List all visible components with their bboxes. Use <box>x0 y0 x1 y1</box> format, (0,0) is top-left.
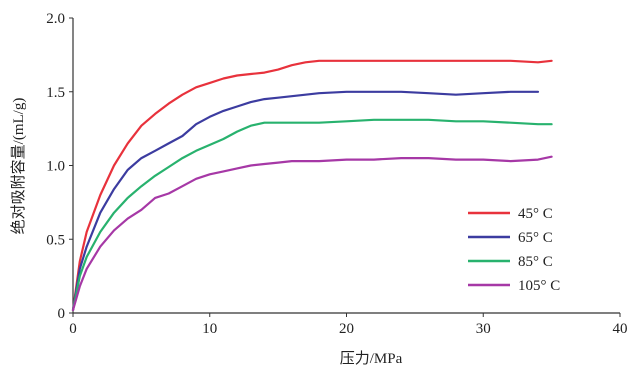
y-tick-label: 0.5 <box>46 232 65 248</box>
series-line-3 <box>71 155 553 312</box>
legend-label-2: 85° C <box>518 254 553 270</box>
y-tick-label: 1.5 <box>46 85 65 101</box>
x-tick-label: 20 <box>339 321 354 337</box>
legend-label-0: 45° C <box>518 206 553 222</box>
axes: 0 10 20 30 40 0 0.5 1.0 1.5 2.0 <box>46 11 627 337</box>
x-tick-label: 30 <box>476 321 491 337</box>
x-axis-title: 压力/MPa <box>340 350 403 367</box>
x-tick-label: 0 <box>69 321 77 337</box>
legend-label-3: 105° C <box>518 278 560 294</box>
series-line-0 <box>71 59 553 312</box>
y-tick-label: 2.0 <box>46 11 65 27</box>
series-line-1 <box>71 90 540 312</box>
legend-label-1: 65° C <box>518 230 553 246</box>
x-tick-label: 10 <box>202 321 217 337</box>
y-tick-label: 0 <box>58 306 66 322</box>
legend: 45° C 65° C 85° C 105° C <box>468 206 560 294</box>
series-lines <box>71 59 553 312</box>
series-line-2 <box>71 118 553 312</box>
y-axis-title: 绝对吸附容量/(mL/g) <box>10 98 27 235</box>
y-tick-label: 1.0 <box>46 159 65 175</box>
x-tick-label: 40 <box>613 321 628 337</box>
